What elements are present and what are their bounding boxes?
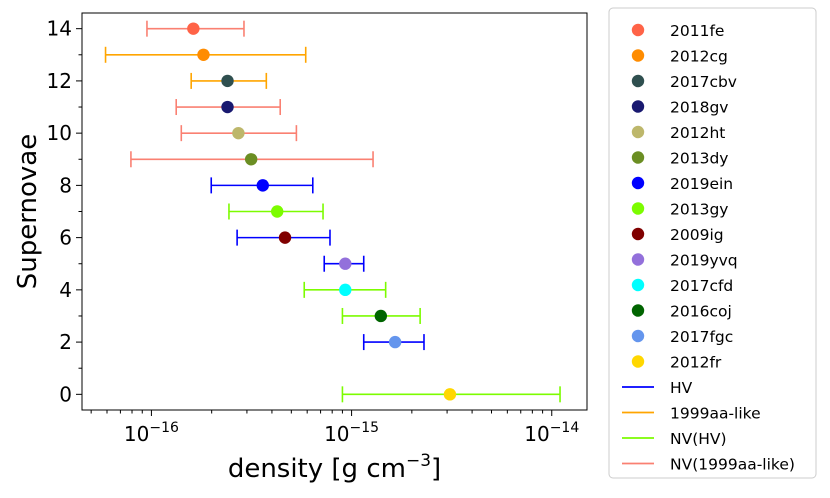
legend-label: 2012ht (670, 124, 725, 142)
data-point-2013gy (228, 203, 324, 220)
legend-item-2017cfd: 2017cfd (631, 277, 733, 295)
legend-item-2012cg: 2012cg (631, 48, 728, 66)
data-point-2012cg (104, 46, 307, 63)
legend-label: HV (670, 379, 693, 397)
y-axis-label: Supernovae (13, 134, 43, 289)
marker-2017fgc (388, 335, 402, 349)
legend-item-2012ht: 2012ht (631, 124, 725, 142)
legend-item-2013dy: 2013dy (631, 150, 728, 168)
legend-label: 2017fgc (670, 328, 733, 346)
legend-item-2012fr: 2012fr (631, 354, 722, 372)
marker-2018gv (221, 100, 234, 114)
legend-marker (631, 49, 645, 62)
legend-marker (631, 125, 645, 139)
legend-label: NV(1999aa-like) (670, 456, 795, 474)
x-tick-label: 10−14 (524, 420, 579, 446)
y-tick-label: 2 (59, 330, 72, 354)
plot-area (104, 20, 561, 403)
marker-2016coj (374, 309, 388, 323)
marker-2019ein (256, 179, 269, 192)
x-tick-label: 10−15 (324, 420, 379, 446)
legend-label: 2017cfd (670, 277, 733, 295)
legend-label: 2011fe (670, 22, 724, 40)
legend-marker (631, 176, 645, 190)
marker-2019yvq (339, 257, 352, 270)
legend-label: 2018gv (670, 99, 728, 117)
legend-item-1999aa-like: 1999aa-like (622, 405, 761, 423)
legend-marker (631, 355, 645, 368)
data-point-2011fe (146, 20, 245, 37)
legend-item-NV(HV): NV(HV) (622, 430, 727, 448)
marker-2012ht (232, 126, 245, 140)
legend-label: 2019yvq (670, 252, 738, 270)
legend-box (608, 7, 817, 479)
y-tick-label: 10 (47, 121, 72, 145)
legend-label: 2016coj (670, 303, 732, 321)
data-point-2009ig (236, 229, 331, 246)
y-tick-label: 0 (59, 382, 72, 406)
data-point-2018gv (175, 99, 282, 116)
marker-2013dy (244, 153, 258, 166)
data-point-2017fgc (362, 334, 425, 351)
data-point-2017cfd (303, 281, 387, 298)
legend-label: 1999aa-like (670, 405, 761, 423)
legend-item-2018gv: 2018gv (631, 99, 728, 117)
legend-label: 2009ig (670, 226, 724, 244)
marker-2011fe (187, 22, 200, 35)
y-tick-label: 6 (59, 226, 72, 250)
legend-marker (631, 23, 645, 37)
legend-marker (631, 329, 645, 343)
legend-item-2016coj: 2016coj (631, 303, 732, 321)
marker-2013gy (270, 205, 284, 218)
y-tick-label: 12 (47, 69, 72, 93)
legend-marker (631, 304, 645, 317)
legend-marker (631, 100, 645, 113)
legend-item-2009ig: 2009ig (631, 226, 724, 244)
legend-item-2017fgc: 2017fgc (631, 328, 733, 346)
x-tick-label: 10−16 (124, 420, 179, 446)
plot-frame (81, 12, 588, 411)
legend-label: 2017cbv (670, 73, 737, 91)
legend-label: 2019ein (670, 175, 733, 193)
data-point-2019ein (210, 177, 314, 194)
data-point-2012ht (180, 125, 298, 142)
axes: 10−16 10−15 10−14 0 2 4 6 8 10 12 14 density [g cm−… (13, 12, 588, 484)
legend-marker (631, 74, 645, 88)
marker-2017cfd (339, 283, 352, 297)
y-tick-label: 4 (59, 278, 72, 302)
legend-label: NV(HV) (670, 430, 727, 448)
legend-label: 2013dy (670, 150, 728, 168)
data-point-2019yvq (323, 255, 365, 272)
marker-2012cg (197, 48, 210, 61)
y-tick-label: 14 (47, 17, 72, 41)
marker-2012fr (443, 388, 457, 401)
data-point-2016coj (341, 307, 421, 324)
legend-item-NV(1999aa-like): NV(1999aa-like) (622, 456, 795, 474)
legend-marker (631, 151, 645, 164)
legend: 2011fe 2012cg 2017cbv 2018gv 2012ht 2013dy 201… (608, 7, 817, 479)
legend-marker (631, 227, 645, 241)
legend-label: 2012fr (670, 354, 722, 372)
legend-item-2019yvq: 2019yvq (631, 252, 738, 270)
x-axis-label: density [g cm−3] (228, 451, 441, 484)
data-point-2017cbv (190, 72, 268, 89)
legend-label: 2012cg (670, 48, 728, 66)
legend-item-2017cbv: 2017cbv (631, 73, 737, 91)
legend-marker (631, 202, 645, 215)
marker-2017cbv (221, 74, 234, 88)
legend-marker (631, 278, 645, 292)
marker-2009ig (278, 231, 292, 244)
legend-label: 2013gy (670, 201, 728, 219)
legend-item-HV: HV (622, 379, 693, 397)
data-point-2012fr (341, 386, 561, 403)
legend-marker (631, 253, 645, 266)
y-tick-label: 8 (59, 173, 72, 197)
legend-item-2013gy: 2013gy (631, 201, 728, 219)
data-point-2013dy (130, 151, 374, 168)
legend-item-2011fe: 2011fe (631, 22, 724, 40)
legend-item-2019ein: 2019ein (631, 175, 733, 193)
